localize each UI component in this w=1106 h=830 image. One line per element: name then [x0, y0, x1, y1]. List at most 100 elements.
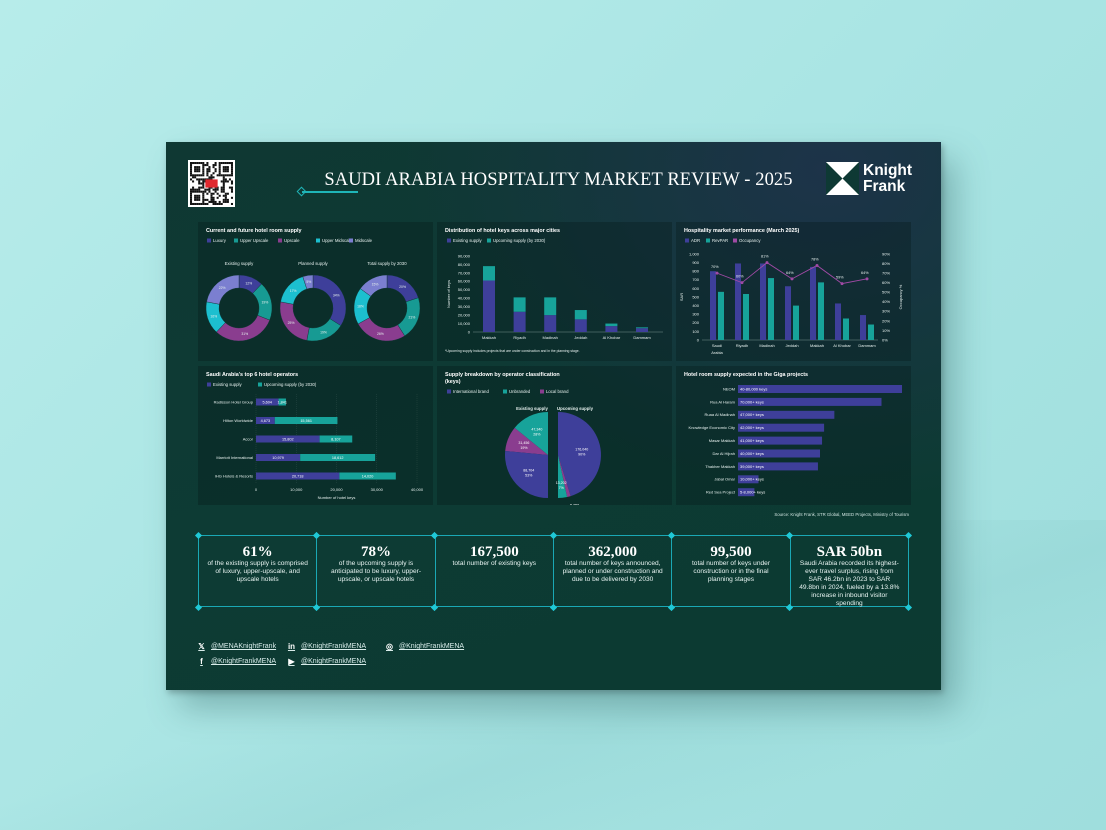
- pie-slice: [505, 427, 548, 455]
- legend-item: Upcoming supply (by 2030): [264, 382, 317, 387]
- giga-bar: [738, 397, 882, 406]
- y-tick-label: 900: [692, 260, 699, 265]
- bar-adr: [835, 303, 841, 340]
- legend-swatch: [258, 382, 262, 387]
- qr-module: [224, 168, 227, 171]
- qr-module: [192, 176, 195, 179]
- legend-swatch: [540, 389, 544, 394]
- donut-slice: [360, 274, 388, 297]
- qr-module: [194, 194, 197, 197]
- qr-module: [206, 174, 209, 177]
- y2-tick-label: 70%: [882, 271, 890, 276]
- pie-slice: [505, 451, 548, 498]
- legend-item: Existing supply: [453, 238, 483, 243]
- qr-module: [220, 190, 223, 193]
- y-tick-label: Dar Al Hijrah: [713, 451, 735, 456]
- social-link[interactable]: f @KnightFrankMENA: [197, 657, 276, 666]
- qr-module: [226, 192, 229, 195]
- qr-module: [190, 196, 193, 199]
- stat-value: SAR 50bn: [816, 544, 883, 560]
- social-link[interactable]: 𝕏 @MENAKnightFrank: [197, 642, 276, 651]
- title-accent-line: [302, 191, 358, 193]
- x-tick-label: Al Khobar: [833, 343, 851, 348]
- qr-module: [230, 186, 233, 189]
- social-handle[interactable]: @MENAKnightFrank: [211, 643, 277, 650]
- qr-module: [194, 190, 197, 193]
- qr-module: [226, 162, 229, 165]
- donut-title: Existing supply: [225, 261, 255, 266]
- social-handle[interactable]: @KnightFrankMENA: [211, 658, 277, 665]
- qr-module: [190, 190, 193, 193]
- qr-module: [208, 190, 211, 193]
- occupancy-point: [815, 263, 819, 267]
- panel-city-keys: Distribution of hotel keys across major …: [437, 222, 672, 361]
- y-tick-label: Marriott International: [216, 455, 253, 460]
- qr-module: [226, 200, 229, 203]
- logo-text-frank: Frank: [863, 178, 906, 195]
- x-axis-title: Number of hotel keys: [318, 495, 356, 500]
- qr-module: [218, 170, 221, 173]
- bar-upcoming: [574, 310, 587, 320]
- qr-module: [194, 170, 197, 173]
- qr-module: [206, 162, 209, 165]
- bar-adr: [785, 286, 791, 340]
- donut-label: 21%: [409, 315, 416, 319]
- qr-module: [214, 188, 217, 191]
- bar-upcoming: [483, 266, 495, 281]
- legend-swatch: [316, 238, 320, 243]
- qr-module: [226, 198, 229, 201]
- qr-module: [192, 180, 195, 183]
- qr-module: [194, 162, 197, 165]
- qr-module: [208, 200, 211, 203]
- y2-tick-label: 60%: [882, 280, 890, 285]
- qr-module: [192, 174, 195, 177]
- stat-box: 362,000 total number of keys announced, p…: [553, 535, 673, 607]
- qr-module: [218, 166, 221, 169]
- social-link[interactable]: ◎ @KnightFrankMENA: [385, 642, 464, 651]
- giga-bar: [738, 449, 820, 458]
- y-tick-label: 30,000: [458, 304, 471, 309]
- qr-module: [206, 192, 209, 195]
- qr-module: [200, 174, 203, 177]
- qr-module: [190, 166, 193, 169]
- bar-label: 4,673: [261, 419, 271, 423]
- donut-slice: [302, 274, 314, 290]
- social-link[interactable]: in @KnightFrankMENA: [287, 642, 366, 651]
- legend-item: Luxury: [213, 238, 227, 243]
- qr-module: [204, 198, 207, 201]
- y-tick-label: 60,000: [458, 279, 471, 284]
- y-axis-title: Number of keys: [446, 280, 451, 308]
- qr-module: [202, 174, 205, 177]
- occupancy-label: 59%: [836, 276, 844, 280]
- pie-slice: [558, 455, 568, 498]
- giga-bar: [738, 385, 902, 393]
- bar-revpar: [868, 324, 874, 340]
- legend-swatch: [349, 238, 353, 243]
- stat-description: of the upcoming supply is anticipated to…: [330, 560, 422, 583]
- qr-module: [196, 198, 199, 201]
- qr-module: [220, 202, 223, 205]
- x-tick-label: Saudi: [712, 343, 722, 348]
- bar-adr: [810, 266, 816, 340]
- qr-module: [226, 170, 229, 173]
- x-tick-label: Riyadh: [736, 343, 748, 348]
- qr-module: [192, 188, 195, 191]
- qr-module: [202, 200, 205, 203]
- social-link[interactable]: ▶ @KnightFrankMENA: [287, 657, 366, 666]
- y2-tick-label: 80%: [882, 261, 890, 266]
- stat-box: 167,500 total number of existing keys: [434, 535, 554, 607]
- panel-market-performance: Hospitality market performance (March 20…: [676, 222, 911, 361]
- x-tick-label: Makkah: [482, 335, 496, 340]
- pie-label: 88,704: [523, 469, 534, 473]
- qr-module: [200, 202, 203, 205]
- qr-module: [204, 202, 207, 205]
- social-handle[interactable]: @KnightFrankMENA: [301, 643, 367, 650]
- qr-code[interactable]: [188, 160, 235, 207]
- chart-title: Current and future hotel room supply: [206, 228, 302, 234]
- y-tick-label: NEOM: [723, 386, 735, 391]
- social-handle[interactable]: @KnightFrankMENA: [399, 643, 465, 650]
- qr-module: [210, 174, 213, 177]
- qr-module: [192, 186, 195, 189]
- bar-existing: [636, 328, 648, 332]
- social-handle[interactable]: @KnightFrankMENA: [301, 658, 367, 665]
